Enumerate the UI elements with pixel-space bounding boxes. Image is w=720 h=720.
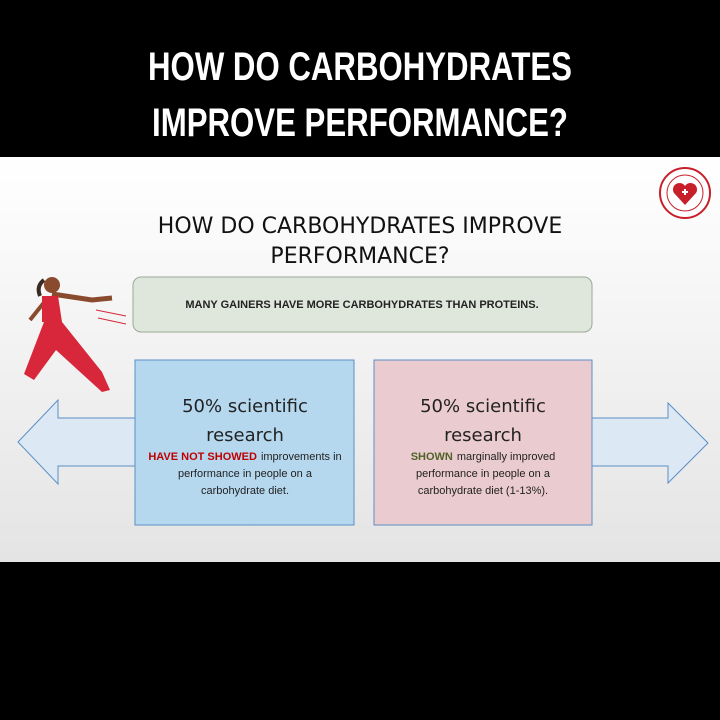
- box-text: HAVE NOT SHOWED improvements in: [148, 451, 341, 463]
- slide-title: HOW DO CARBOHYDRATES IMPROVE: [158, 214, 562, 239]
- box-text: SHOWN marginally improved: [411, 451, 556, 463]
- highlight: SHOWN: [411, 451, 453, 463]
- box-heading: research: [206, 425, 284, 446]
- header-title: HOW DO CARBOHYDRATES: [148, 44, 572, 89]
- banner: [132, 276, 593, 333]
- text-line: improvements in: [261, 451, 342, 463]
- left-box: [134, 359, 355, 526]
- slide-title: PERFORMANCE?: [270, 244, 449, 269]
- text-line: performance in people on a: [178, 468, 313, 480]
- text-line: carbohydrate diet (1-13%).: [418, 485, 548, 497]
- right-box: [373, 359, 593, 526]
- right-arrow: [587, 401, 709, 485]
- box-heading: 50% scientific: [182, 396, 308, 417]
- logo: [659, 167, 711, 219]
- banner-text: MANY GAINERS HAVE MORE CARBOHYDRATES THA…: [185, 299, 538, 311]
- text-line: carbohydrate diet.: [201, 485, 289, 497]
- runner-illustration: [24, 277, 127, 392]
- box-heading: research: [444, 425, 522, 446]
- highlight: HAVE NOT SHOWED: [148, 451, 257, 463]
- box-heading: 50% scientific: [420, 396, 546, 417]
- text-line: marginally improved: [457, 451, 555, 463]
- text-line: performance in people on a: [416, 468, 551, 480]
- header-title: IMPROVE PERFORMANCE?: [152, 100, 568, 145]
- slide: [0, 157, 720, 562]
- header: HOW DO CARBOHYDRATES IMPROVE PERFORMANCE…: [148, 44, 572, 145]
